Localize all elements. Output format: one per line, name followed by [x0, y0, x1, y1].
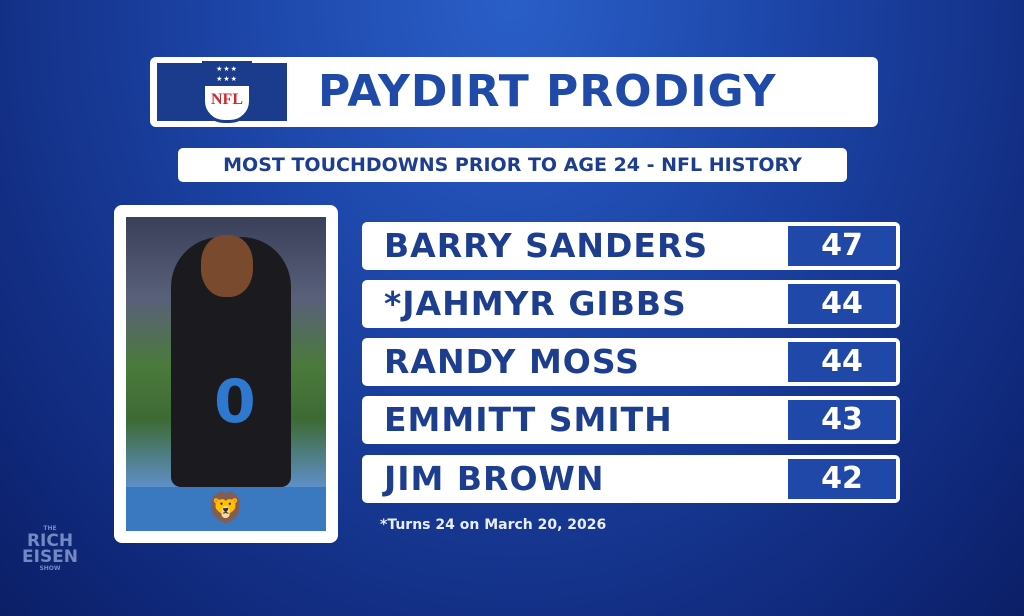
subtitle: MOST TOUCHDOWNS PRIOR TO AGE 24 - NFL HI… [178, 148, 847, 182]
player-name: *JAHMYR GIBBS [384, 284, 687, 323]
list-item: *JAHMYR GIBBS 44 [362, 280, 900, 328]
footnote: *Turns 24 on March 20, 2026 [380, 517, 607, 533]
list-item: RANDY MOSS 44 [362, 338, 900, 386]
player-photo: 0 [126, 217, 326, 487]
touchdown-count: 44 [788, 342, 896, 382]
touchdown-count: 44 [788, 284, 896, 324]
player-photo-card: 0 🦁 [114, 205, 338, 543]
list-item: JIM BROWN 42 [362, 455, 900, 503]
show-watermark: THE RICH EISEN SHOW [22, 525, 79, 572]
list-item: EMMITT SMITH 43 [362, 396, 900, 444]
player-name: EMMITT SMITH [384, 400, 673, 439]
lion-icon: 🦁 [126, 487, 326, 531]
player-name: BARRY SANDERS [384, 226, 709, 265]
touchdown-count: 47 [788, 226, 896, 266]
touchdown-count: 43 [788, 400, 896, 440]
list-item: BARRY SANDERS 47 [362, 222, 900, 270]
player-name: RANDY MOSS [384, 342, 640, 381]
title-banner: ★★★ ★★★ NFL PAYDIRT PRODIGY [150, 57, 878, 127]
nfl-logo: ★★★ ★★★ NFL [157, 61, 287, 123]
touchdown-count: 42 [788, 459, 896, 499]
page-title: PAYDIRT PRODIGY [318, 66, 777, 117]
player-name: JIM BROWN [384, 459, 605, 498]
